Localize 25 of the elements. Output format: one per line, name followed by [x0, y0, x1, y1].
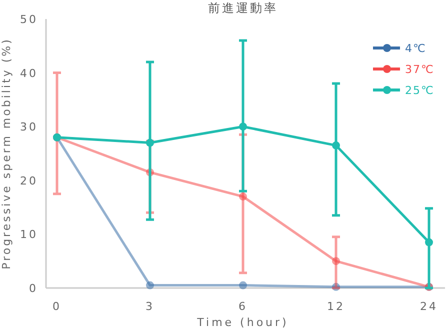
point	[146, 138, 154, 147]
y-tick-label: 10	[20, 228, 38, 242]
point	[425, 238, 433, 246]
y-tick-label: 50	[20, 13, 38, 26]
x-tick-label: 3	[146, 300, 154, 313]
legend-label: 4℃	[405, 42, 426, 55]
x-tick-label: 24	[420, 300, 438, 313]
point	[332, 141, 340, 150]
legend-label: 37℃	[405, 63, 434, 76]
point	[332, 257, 340, 266]
y-tick-label: 40	[20, 66, 38, 80]
x-axis-title: Time (hour)	[196, 316, 289, 329]
y-tick-label: 30	[20, 120, 38, 134]
point	[239, 192, 247, 201]
y-tick-label: 20	[20, 174, 38, 188]
y-tick-label: 0	[29, 282, 38, 295]
chart-title: 前進運動率	[208, 1, 278, 15]
x-tick-label: 12	[327, 300, 345, 313]
y-axis-title: Progressive sperm mobility (%)	[0, 38, 13, 270]
x-tick-label: 6	[238, 300, 248, 313]
legend-label: 25℃	[405, 84, 434, 97]
point	[239, 281, 247, 290]
point	[239, 122, 247, 131]
x-tick-label: 0	[52, 300, 62, 313]
point	[146, 281, 154, 290]
